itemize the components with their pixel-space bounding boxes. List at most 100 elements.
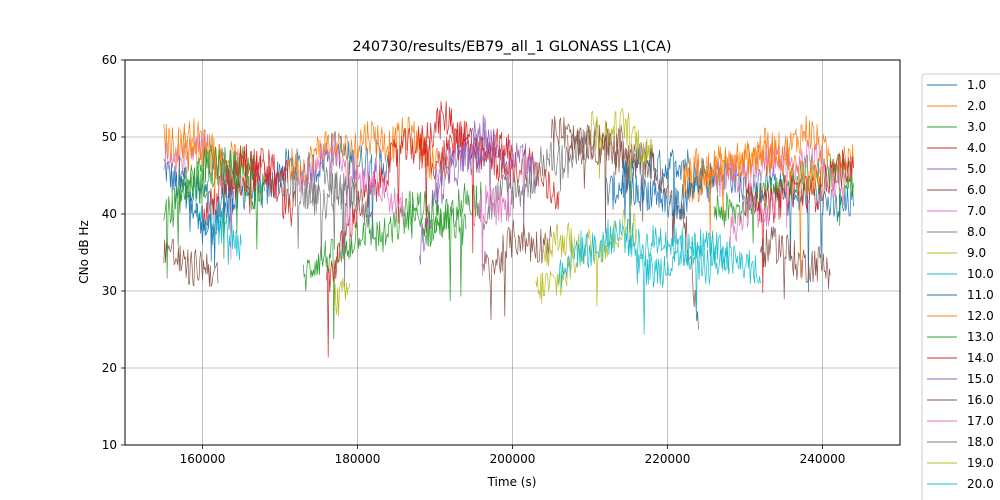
legend-label: 18.0 [967,435,994,449]
series-6.0-segment [760,225,831,300]
x-tick-label: 200000 [490,452,536,466]
legend-label: 8.0 [967,225,986,239]
legend-item: 5.0 [927,162,986,176]
legend-item: 7.0 [927,204,986,218]
legend-label: 14.0 [967,351,994,365]
series-10.0-segment [194,186,242,266]
legend: 1.0 2.0 3.0 4.0 5.0 6.0 7.0 8.0 9.0 10.0 11.0 12.0 1… [921,73,1000,500]
legend-item: 17.0 [927,414,994,428]
legend-item: 16.0 [927,393,994,407]
legend-item: 11.0 [927,288,994,302]
y-tick-label: 50 [102,130,117,144]
legend-label: 16.0 [967,393,994,407]
legend-item: 2.0 [927,99,986,113]
y-tick-label: 30 [102,284,117,298]
legend-box [921,73,1000,500]
series-7.0-line [163,129,847,261]
legend-label: 10.0 [967,267,994,281]
series-17.0-segment [473,184,513,277]
legend-label: 5.0 [967,162,986,176]
legend-item: 14.0 [927,351,994,365]
series-6.0-segment [481,219,552,321]
legend-item: 18.0 [927,435,994,449]
legend-label: 15.0 [967,372,994,386]
y-axis-label: CNo dB Hz [77,220,91,284]
series-3.0-segment [302,200,467,340]
series-4.0-segment [744,149,854,294]
series-7.0-segment [713,139,847,229]
y-tick-label: 40 [102,207,117,221]
legend-label: 9.0 [967,246,986,260]
legend-item: 10.0 [927,267,994,281]
series-19.0-line [543,222,575,267]
series-7.0-segment [163,129,242,261]
axis-ticks: 160000 180000 200000 220000 240000 10 20 30 40 50… [102,53,846,466]
legend-item: 4.0 [927,141,986,155]
legend-label: 12.0 [967,309,994,323]
series-5.0-line [419,114,537,265]
series-5.0-segment [419,114,537,265]
legend-label: 4.0 [967,141,986,155]
legend-item: 9.0 [927,246,986,260]
series-11.0-line [178,155,715,246]
series-lines [163,100,854,358]
legend-label: 11.0 [967,288,994,302]
legend-item: 20.0 [927,477,994,491]
series-14.0-line [225,120,513,254]
x-axis-label: Time (s) [487,475,537,489]
series-16.0-segment [566,124,637,192]
series-4.0-segment [326,100,560,358]
legend-item: 15.0 [927,372,994,386]
chart-title: 240730/results/EB79_all_1 GLONASS L1(CA) [352,39,671,55]
series-11.0-segment [178,155,234,246]
legend-item: 1.0 [927,78,986,92]
series-13.0-line [178,144,482,302]
legend-item: 13.0 [927,330,994,344]
series-15.0-segment [434,128,498,199]
legend-label: 17.0 [967,414,994,428]
legend-label: 1.0 [967,78,986,92]
y-tick-label: 60 [102,53,117,67]
series-9.0-segment [333,277,351,318]
legend-label: 7.0 [967,204,986,218]
legend-item: 3.0 [927,120,986,134]
series-17.0-segment [729,191,777,245]
series-11.0-segment [620,158,715,221]
series-14.0-segment [225,143,289,194]
series-4.0-line [202,100,854,358]
legend-label: 6.0 [967,183,986,197]
legend-item: 12.0 [927,309,994,323]
legend-item: 6.0 [927,183,986,197]
x-tick-label: 220000 [645,452,691,466]
series-16.0-line [566,124,637,192]
series-20.0-line [636,227,730,335]
series-15.0-line [434,128,498,199]
series-9.0-segment [589,108,653,213]
series-13.0-segment [403,181,482,302]
series-9.0-line [333,108,653,318]
series-6.0-segment [163,238,219,287]
legend-item: 19.0 [927,456,994,470]
legend-label: 20.0 [967,477,994,491]
y-tick-label: 10 [102,438,117,452]
legend-label: 13.0 [967,330,994,344]
series-13.0-segment [178,144,258,234]
legend-label: 3.0 [967,120,986,134]
series-14.0-segment [419,120,513,254]
x-tick-label: 160000 [180,452,226,466]
series-12.0-segment [682,137,823,278]
series-20.0-segment [636,227,730,335]
legend-label: 2.0 [967,99,986,113]
series-7.0-segment [295,132,405,247]
legend-item: 8.0 [927,225,986,239]
series-9.0-segment [535,209,637,307]
series-17.0-line [473,184,777,277]
x-tick-label: 180000 [335,452,381,466]
x-tick-label: 240000 [800,452,846,466]
series-4.0-segment [202,155,296,232]
legend-label: 19.0 [967,456,994,470]
series-18.0-segment [310,171,374,261]
y-tick-label: 20 [102,361,117,375]
